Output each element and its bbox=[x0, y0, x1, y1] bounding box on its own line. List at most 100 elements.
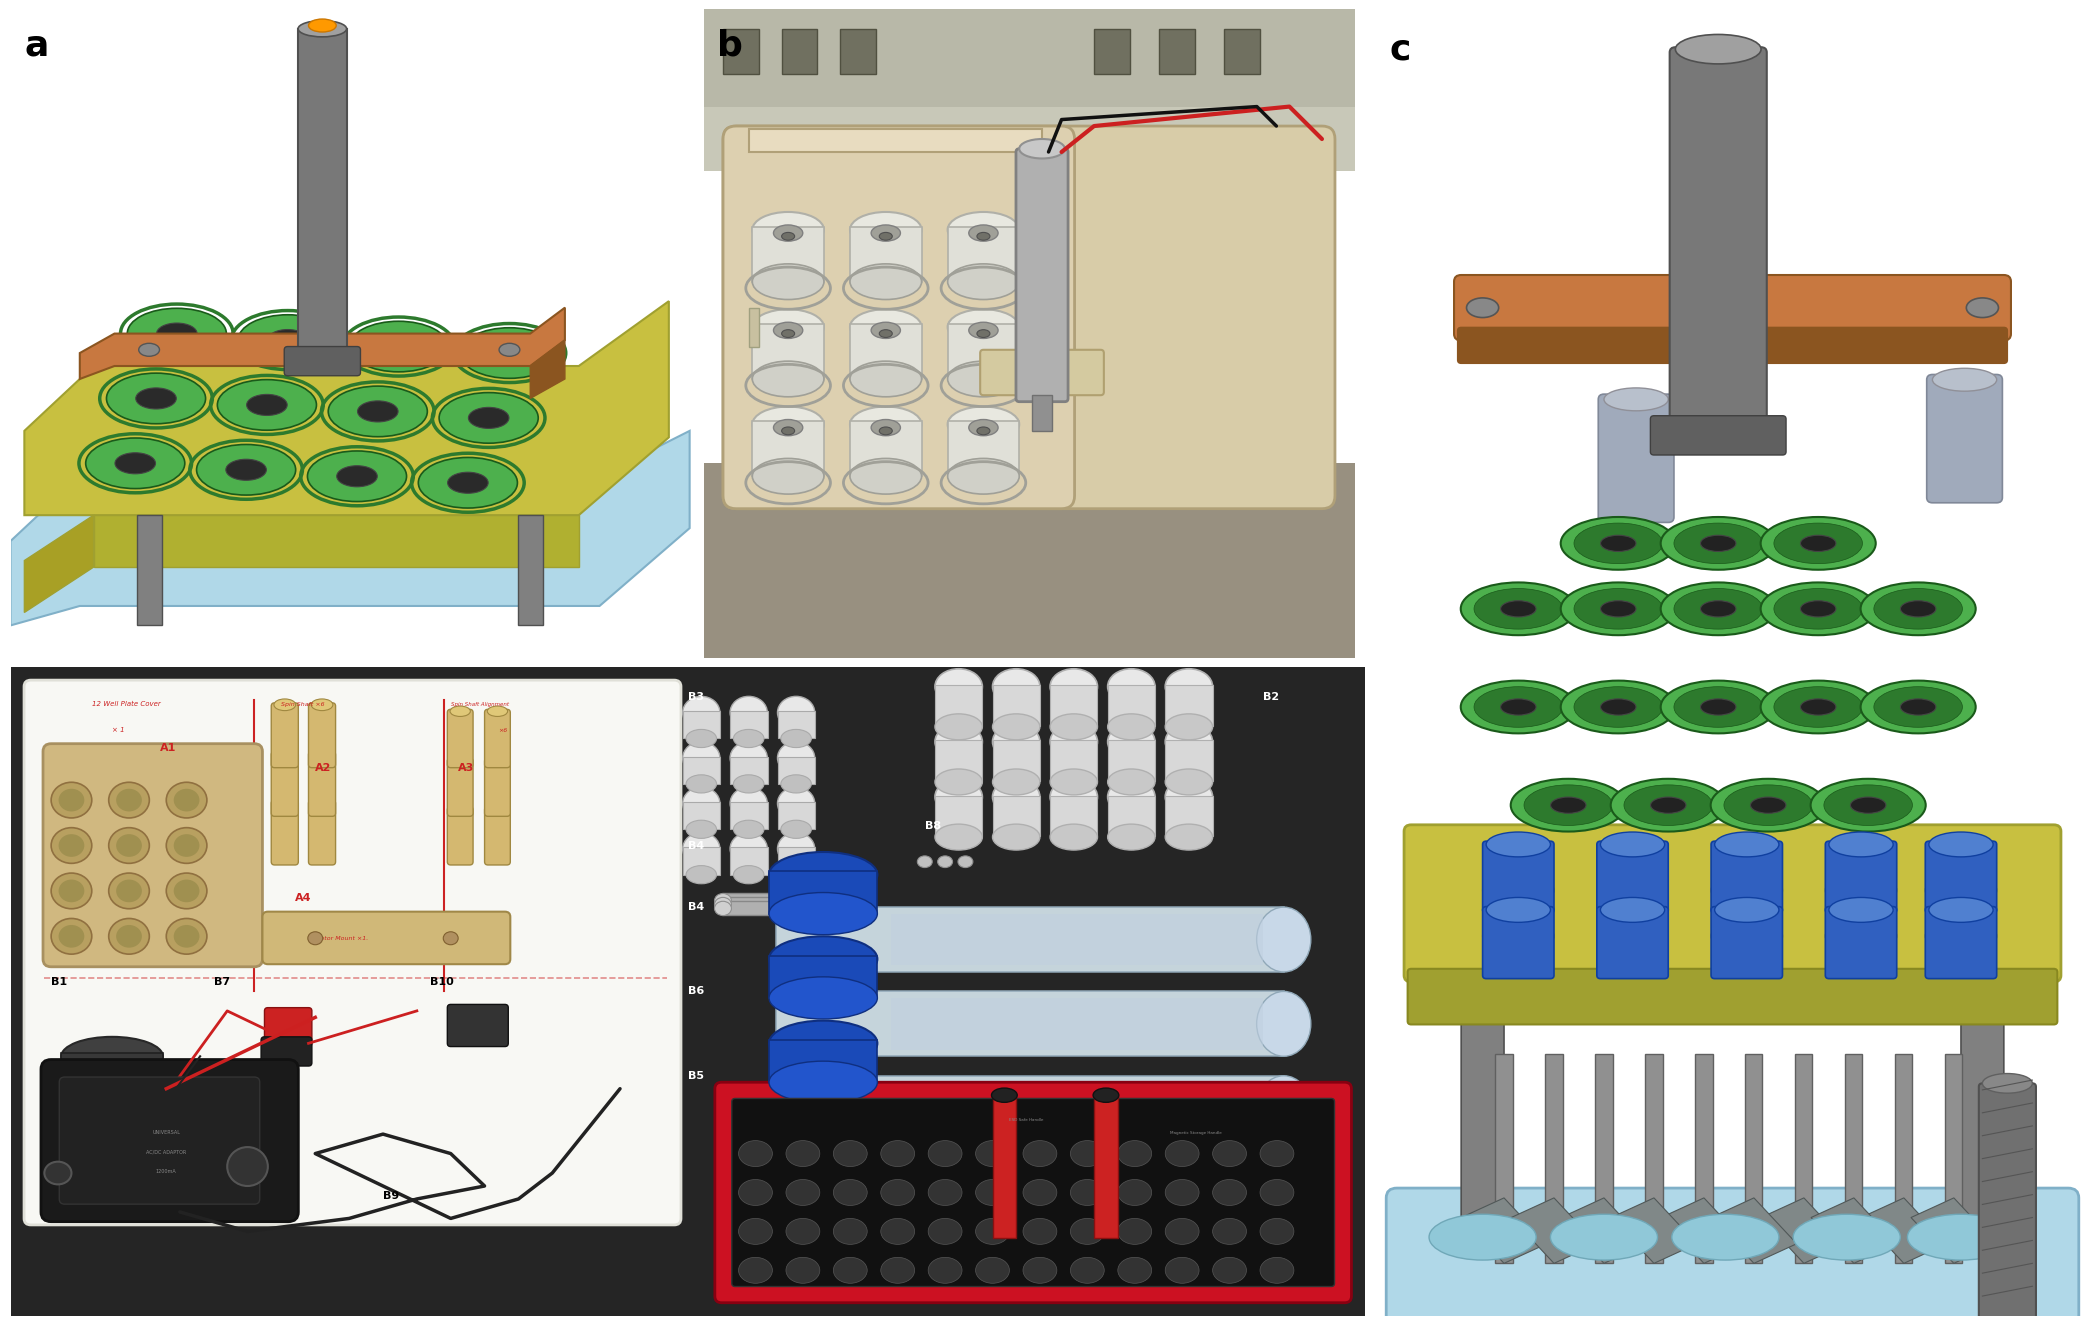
Ellipse shape bbox=[449, 706, 470, 716]
Ellipse shape bbox=[1166, 714, 1212, 740]
Ellipse shape bbox=[273, 748, 296, 759]
Ellipse shape bbox=[733, 775, 764, 793]
Ellipse shape bbox=[733, 820, 764, 839]
Ellipse shape bbox=[1966, 298, 1999, 318]
Ellipse shape bbox=[1760, 680, 1875, 734]
Ellipse shape bbox=[752, 459, 823, 494]
Ellipse shape bbox=[1117, 1180, 1151, 1205]
Ellipse shape bbox=[682, 832, 720, 865]
Ellipse shape bbox=[682, 787, 720, 820]
Ellipse shape bbox=[1560, 517, 1676, 570]
Ellipse shape bbox=[781, 427, 794, 435]
Bar bbox=[1495, 1054, 1512, 1264]
FancyBboxPatch shape bbox=[1483, 841, 1554, 913]
Ellipse shape bbox=[733, 730, 764, 748]
Polygon shape bbox=[529, 340, 565, 399]
Ellipse shape bbox=[777, 742, 815, 775]
FancyBboxPatch shape bbox=[284, 347, 361, 376]
FancyBboxPatch shape bbox=[1926, 906, 1997, 978]
Ellipse shape bbox=[311, 699, 334, 711]
Ellipse shape bbox=[934, 724, 983, 760]
FancyBboxPatch shape bbox=[1961, 1018, 2003, 1221]
Ellipse shape bbox=[298, 21, 346, 37]
Ellipse shape bbox=[267, 330, 309, 351]
Ellipse shape bbox=[777, 832, 815, 865]
Ellipse shape bbox=[1661, 517, 1777, 570]
Text: A1: A1 bbox=[160, 743, 176, 754]
Ellipse shape bbox=[1651, 797, 1686, 813]
Ellipse shape bbox=[50, 783, 92, 817]
Ellipse shape bbox=[993, 824, 1040, 851]
Ellipse shape bbox=[785, 1140, 819, 1167]
Bar bbox=[750, 129, 1042, 152]
Text: ×6: ×6 bbox=[498, 728, 508, 734]
Ellipse shape bbox=[1050, 769, 1098, 795]
Ellipse shape bbox=[993, 769, 1040, 795]
Ellipse shape bbox=[1107, 724, 1155, 760]
Bar bbox=[1166, 740, 1212, 780]
Ellipse shape bbox=[918, 856, 932, 868]
Ellipse shape bbox=[752, 264, 823, 299]
Ellipse shape bbox=[1525, 785, 1613, 825]
Ellipse shape bbox=[1751, 797, 1785, 813]
Ellipse shape bbox=[1701, 601, 1737, 617]
Ellipse shape bbox=[976, 233, 989, 241]
Ellipse shape bbox=[781, 865, 811, 884]
Ellipse shape bbox=[947, 310, 1018, 346]
Ellipse shape bbox=[1674, 524, 1762, 563]
Ellipse shape bbox=[116, 835, 143, 857]
Ellipse shape bbox=[1861, 680, 1976, 734]
FancyBboxPatch shape bbox=[309, 751, 336, 816]
Ellipse shape bbox=[1928, 832, 1993, 857]
Ellipse shape bbox=[739, 1140, 773, 1167]
Bar bbox=[682, 711, 720, 739]
Ellipse shape bbox=[1825, 920, 1896, 953]
Polygon shape bbox=[25, 516, 94, 613]
Polygon shape bbox=[25, 302, 668, 516]
Ellipse shape bbox=[1926, 920, 1997, 953]
Ellipse shape bbox=[850, 361, 922, 397]
Ellipse shape bbox=[993, 668, 1040, 704]
Ellipse shape bbox=[50, 918, 92, 954]
Ellipse shape bbox=[449, 755, 470, 766]
Ellipse shape bbox=[1793, 1215, 1900, 1260]
Bar bbox=[1646, 1054, 1663, 1264]
Text: a: a bbox=[25, 29, 48, 62]
FancyBboxPatch shape bbox=[309, 703, 336, 768]
Polygon shape bbox=[1512, 1197, 1596, 1264]
Ellipse shape bbox=[850, 213, 922, 247]
Ellipse shape bbox=[1623, 785, 1711, 825]
Bar bbox=[1050, 686, 1098, 726]
Ellipse shape bbox=[1166, 1140, 1199, 1167]
Ellipse shape bbox=[976, 1140, 1010, 1167]
Ellipse shape bbox=[1260, 1140, 1294, 1167]
Ellipse shape bbox=[1714, 897, 1779, 922]
Ellipse shape bbox=[939, 856, 953, 868]
Bar bbox=[1094, 29, 1130, 74]
Ellipse shape bbox=[1023, 1219, 1056, 1244]
Ellipse shape bbox=[731, 696, 766, 728]
FancyBboxPatch shape bbox=[1651, 416, 1785, 455]
Ellipse shape bbox=[174, 925, 200, 948]
FancyBboxPatch shape bbox=[485, 807, 510, 865]
Ellipse shape bbox=[731, 742, 766, 775]
Ellipse shape bbox=[947, 213, 1018, 247]
Ellipse shape bbox=[968, 420, 997, 436]
Ellipse shape bbox=[1714, 832, 1779, 857]
FancyBboxPatch shape bbox=[42, 1059, 298, 1221]
Ellipse shape bbox=[1050, 779, 1098, 815]
Bar bbox=[947, 226, 1018, 282]
Ellipse shape bbox=[336, 465, 378, 486]
Ellipse shape bbox=[991, 1088, 1016, 1102]
Ellipse shape bbox=[880, 330, 892, 338]
Ellipse shape bbox=[1560, 582, 1676, 635]
Ellipse shape bbox=[309, 19, 336, 32]
FancyBboxPatch shape bbox=[59, 1076, 260, 1204]
FancyBboxPatch shape bbox=[309, 800, 336, 865]
Bar bbox=[850, 421, 922, 476]
Ellipse shape bbox=[1050, 714, 1098, 740]
Ellipse shape bbox=[1260, 1180, 1294, 1205]
Ellipse shape bbox=[1900, 601, 1936, 617]
Bar bbox=[769, 1041, 878, 1082]
Bar bbox=[298, 29, 346, 354]
